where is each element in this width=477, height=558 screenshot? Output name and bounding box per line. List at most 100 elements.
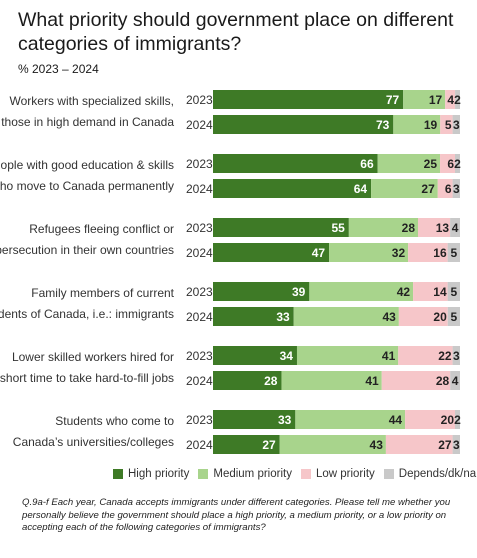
- data-label-medium: 43: [370, 438, 384, 452]
- chart-legend: High priority Medium priority Low priori…: [113, 468, 477, 480]
- bar-segment-depends: [455, 410, 460, 429]
- data-label-depends: 3: [453, 349, 460, 363]
- bar-segment-low: [398, 346, 453, 365]
- category-label: People with good education & skills: [0, 158, 174, 172]
- data-label-low: 20: [441, 413, 455, 427]
- data-label-depends: 2: [454, 93, 461, 107]
- data-label-depends: 5: [450, 285, 457, 299]
- legend-label-depends: Depends/dk/na: [398, 468, 477, 480]
- bar-segment-low: [440, 154, 456, 173]
- data-label-high: 77: [386, 93, 400, 107]
- legend-label-low: Low priority: [315, 468, 375, 480]
- data-label-low: 14: [433, 285, 447, 299]
- bar-segment-medium: [296, 346, 399, 365]
- bar-segment-depends: [452, 346, 460, 365]
- bar-segment-medium: [371, 179, 438, 198]
- bar-segment-depends: [447, 307, 460, 326]
- data-label-medium: 43: [383, 310, 397, 324]
- data-label-depends: 2: [454, 413, 461, 427]
- data-label-high: 73: [376, 118, 390, 132]
- data-label-depends: 3: [453, 182, 460, 196]
- bar-segment-medium: [309, 282, 414, 301]
- year-label: 2023: [186, 413, 213, 427]
- data-label-high: 39: [292, 285, 306, 299]
- legend-label-medium: Medium priority: [213, 468, 292, 480]
- bar-segment-depends: [452, 115, 460, 134]
- bar-segment-medium: [403, 90, 446, 109]
- chart-title: What priority should government place on…: [18, 9, 454, 55]
- legend-item-low: Low priority: [300, 468, 375, 480]
- data-label-low: 13: [436, 221, 450, 235]
- year-label: 2023: [186, 349, 213, 363]
- category-label: Students who come to: [55, 414, 174, 428]
- bar-segment-high: [213, 346, 297, 365]
- data-label-depends: 3: [453, 118, 460, 132]
- data-label-medium: 44: [389, 413, 403, 427]
- legend-swatch-depends: [383, 469, 394, 479]
- data-label-low: 27: [438, 438, 452, 452]
- year-label: 2024: [186, 246, 213, 260]
- data-label-low: 4: [447, 93, 454, 107]
- bar-segment-high: [213, 115, 394, 134]
- category-label: persecution in their own countries: [0, 243, 174, 257]
- bar-segment-medium: [348, 218, 419, 237]
- year-label: 2023: [186, 93, 213, 107]
- data-label-medium: 19: [424, 118, 438, 132]
- data-label-depends: 4: [452, 221, 459, 235]
- bar-segment-high: [213, 90, 404, 109]
- bar-segment-low: [440, 115, 453, 134]
- data-label-medium: 17: [429, 93, 443, 107]
- data-label-high: 34: [280, 349, 294, 363]
- bar-segment-medium: [293, 307, 399, 326]
- bar-segment-low: [385, 435, 453, 454]
- bar-segment-medium: [393, 115, 441, 134]
- data-label-low: 16: [433, 246, 447, 260]
- bar-segment-medium: [279, 435, 386, 454]
- data-label-high: 27: [262, 438, 276, 452]
- bar-segment-high: [213, 179, 372, 198]
- bar-segment-medium: [295, 410, 406, 429]
- bar-segment-medium: [329, 243, 409, 262]
- data-label-high: 28: [264, 374, 278, 388]
- bar-segment-depends: [455, 90, 460, 109]
- year-label: 2024: [186, 182, 213, 196]
- bar-segment-depends: [450, 218, 460, 237]
- data-label-low: 28: [436, 374, 450, 388]
- data-label-depends: 5: [450, 246, 457, 260]
- data-label-medium: 41: [382, 349, 396, 363]
- bar-segment-low: [437, 179, 453, 198]
- bar-segment-high: [213, 282, 310, 301]
- year-label: 2024: [186, 118, 213, 132]
- bar-segment-high: [213, 435, 280, 454]
- bar-segment-high: [213, 218, 349, 237]
- bar-segment-depends: [455, 154, 460, 173]
- data-label-low: 6: [445, 182, 452, 196]
- bar-segment-depends: [452, 435, 460, 454]
- data-label-high: 47: [312, 246, 326, 260]
- legend-label-high: High priority: [128, 468, 190, 480]
- legend-swatch-high: [113, 469, 123, 479]
- year-label: 2024: [186, 374, 213, 388]
- bar-segment-medium: [281, 371, 382, 390]
- data-label-high: 33: [278, 413, 292, 427]
- data-label-low: 6: [447, 157, 454, 171]
- category-label: Refugees fleeing conflict or: [29, 222, 174, 236]
- bar-segment-high: [213, 371, 282, 390]
- category-label: Canada’s universities/colleges: [13, 435, 174, 449]
- category-label: residents of Canada, i.e.: immigrants: [0, 307, 174, 321]
- data-label-medium: 41: [365, 374, 379, 388]
- data-label-medium: 42: [397, 285, 411, 299]
- data-label-high: 66: [360, 157, 374, 171]
- data-label-high: 55: [331, 221, 345, 235]
- bar-segment-high: [213, 410, 296, 429]
- legend-swatch-medium: [198, 469, 209, 479]
- data-label-low: 20: [433, 310, 447, 324]
- category-label: who move to Canada permanently: [0, 179, 174, 193]
- year-label: 2023: [186, 221, 213, 235]
- category-label: those in high demand in Canada: [1, 115, 174, 129]
- bar-segment-high: [213, 154, 378, 173]
- bar-segment-depends: [447, 282, 460, 301]
- data-label-medium: 25: [424, 157, 438, 171]
- bar-segment-low: [398, 307, 448, 326]
- stacked-bar-chart: Workers with specialized skills, those in…: [0, 90, 461, 454]
